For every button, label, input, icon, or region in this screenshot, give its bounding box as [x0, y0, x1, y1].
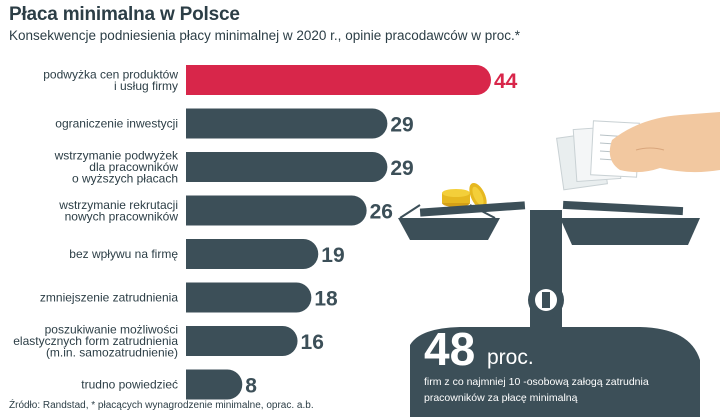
bar-5	[186, 282, 312, 313]
value-label-5: 18	[314, 288, 338, 311]
value-label-0: 44	[494, 70, 518, 93]
bar-7	[186, 369, 243, 400]
category-label-0: podwyżka cen produktów i usług firmy	[43, 67, 178, 93]
hand-icon	[556, 112, 720, 191]
value-label-3: 26	[370, 201, 393, 224]
value-label-7: 8	[245, 375, 257, 398]
scale-right-pan	[560, 218, 700, 245]
bar-2	[186, 152, 388, 182]
bar-3	[186, 195, 367, 226]
category-label-5: zmniejszenie zatrudnienia	[40, 291, 178, 305]
chart-subtitle: Konsekwencje podniesienia płacy minimaln…	[9, 28, 521, 43]
bar-0	[186, 65, 491, 95]
highlight-number: 48	[424, 323, 476, 375]
category-label-2: wstrzymanie podwyżek dla pracowników o wyż…	[54, 149, 179, 186]
category-label-6: poszukiwanie możliwości elastycznych form…	[13, 323, 178, 360]
chart-title: Płaca minimalna w Polsce	[9, 4, 240, 25]
value-label-1: 29	[390, 114, 413, 137]
coins-icon	[442, 182, 487, 210]
category-label-1: ograniczenie inwestycji	[55, 117, 178, 131]
value-label-4: 19	[321, 244, 344, 267]
highlight-unit: proc.	[487, 346, 534, 369]
category-label-3: wstrzymanie rekrutacji nowych pracowników	[58, 198, 178, 224]
bar-4	[186, 239, 319, 269]
value-label-2: 29	[390, 157, 413, 180]
scale-illustration	[398, 112, 720, 417]
value-label-6: 16	[301, 331, 324, 354]
highlight-description: firm z co najmniej 10 -osobową załogą za…	[424, 376, 649, 404]
bar-6	[186, 326, 298, 356]
category-label-7: trudno powiedzieć	[81, 378, 178, 392]
category-label-4: bez wpływu na firmę	[69, 247, 178, 261]
source-note: Źródło: Randstad, * płacących wynagrodze…	[9, 400, 314, 411]
bar-1	[186, 108, 388, 139]
